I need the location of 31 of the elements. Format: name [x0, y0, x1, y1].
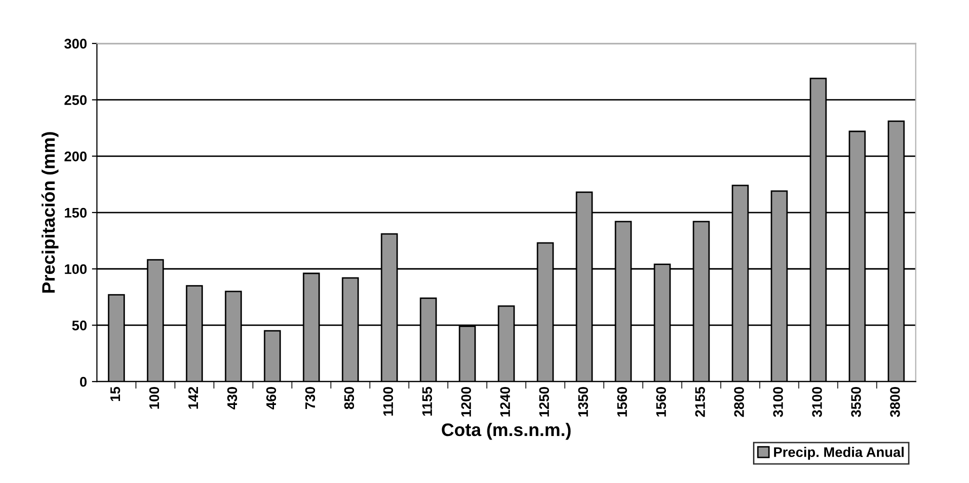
x-tick-label: 142 — [188, 386, 198, 409]
x-tick-label: 3100 — [812, 386, 822, 418]
x-tick-label: 460 — [266, 387, 276, 410]
x-tick-label: 1350 — [578, 386, 588, 416]
y-axis-title: Precipitación (mm) — [41, 132, 58, 293]
y-tick-label: 150 — [64, 208, 87, 218]
y-tick-label: 100 — [64, 264, 87, 274]
y-tick-label: 50 — [72, 320, 87, 330]
y-tick-label: 200 — [64, 152, 87, 162]
x-tick-label: 3800 — [890, 386, 900, 418]
x-axis-title: Cota (m.s.n.m.) — [442, 422, 571, 440]
x-tick-label: 1250 — [539, 386, 550, 416]
x-tick-label: 1560 — [656, 386, 666, 416]
x-tick-label: 15 — [110, 386, 120, 402]
x-tick-label: 850 — [344, 387, 354, 410]
x-tick-label: 3100 — [773, 386, 783, 418]
x-tick-label: 1100 — [383, 386, 394, 416]
x-tick-label: 1240 — [500, 386, 510, 416]
legend-label: Precip. Media Anual — [774, 446, 904, 460]
x-tick-label: 730 — [305, 387, 316, 410]
x-tick-label: 430 — [227, 387, 238, 410]
y-tick-label: 250 — [64, 95, 87, 105]
x-tick-label: 1155 — [422, 386, 432, 416]
y-tick-label: 300 — [64, 38, 87, 49]
x-tick-label: 3550 — [851, 386, 861, 418]
x-tick-label: 1200 — [461, 386, 472, 416]
x-tick-label: 2800 — [734, 386, 744, 417]
x-tick-label: 1560 — [617, 386, 628, 416]
y-tick-label: 0 — [80, 376, 87, 387]
x-tick-label: 2155 — [695, 386, 705, 417]
x-tick-label: 100 — [149, 387, 160, 409]
